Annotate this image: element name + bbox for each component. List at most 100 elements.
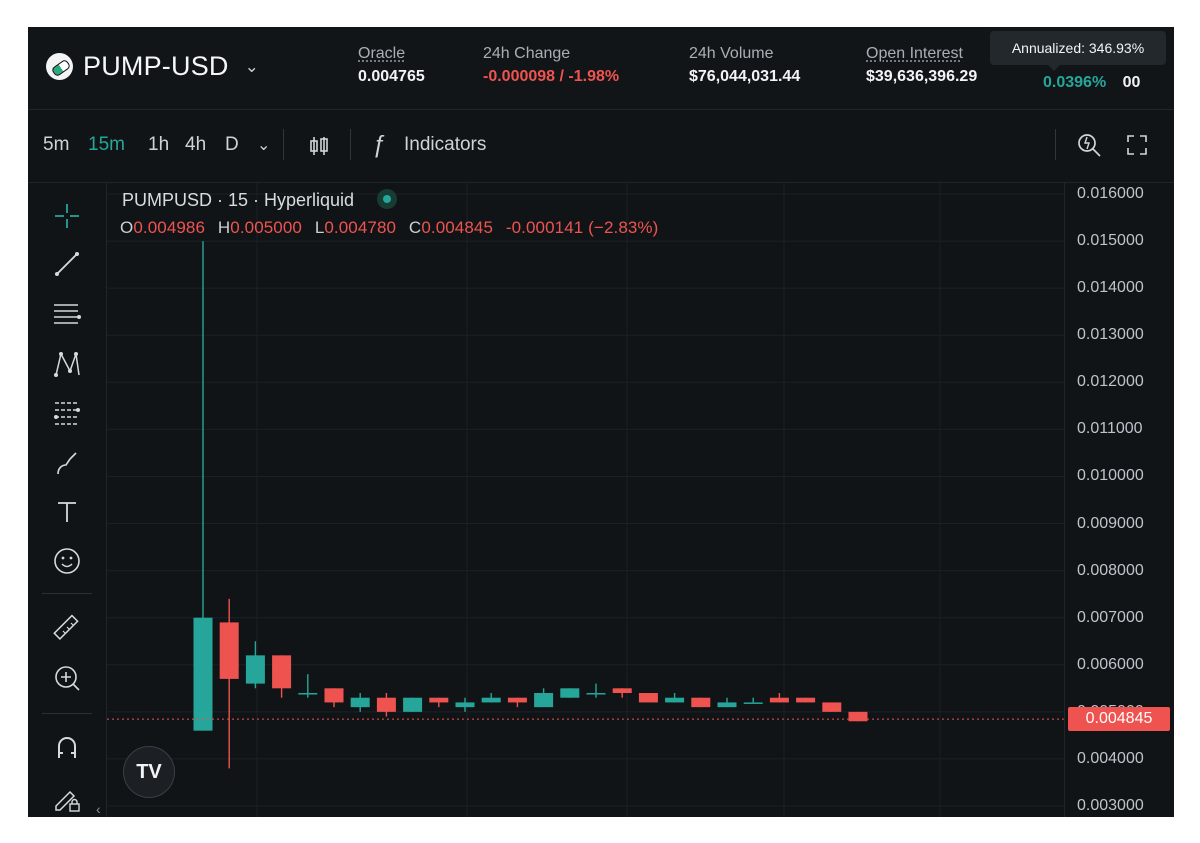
volume-value: $76,044,031.44 (689, 68, 801, 85)
market-header: PUMP-USD ⌄ Oracle 0.004765 24h Change -0… (28, 27, 1174, 110)
zoom-in-icon[interactable] (48, 659, 86, 697)
high-label: H (217, 218, 231, 237)
funding-rate-value: 0.0396% (1043, 74, 1107, 91)
down-candle (848, 711, 868, 722)
price-tick-label: 0.011000 (1077, 420, 1143, 438)
price-tick-label: 0.006000 (1077, 655, 1144, 673)
fx-icon[interactable]: ƒ (372, 131, 386, 158)
up-candle (586, 693, 606, 695)
live-status-dot (377, 189, 398, 210)
down-candle (796, 697, 816, 703)
down-candle (219, 622, 239, 679)
up-candle (298, 693, 318, 695)
down-candle (769, 697, 789, 703)
price-tick-label: 0.008000 (1077, 561, 1144, 579)
down-candle (612, 688, 632, 694)
text-icon[interactable] (48, 493, 86, 531)
chart-canvas[interactable] (107, 183, 1064, 817)
price-tick-label: 0.009000 (1077, 514, 1144, 532)
up-candle (665, 697, 685, 703)
funding-countdown: 00 (1122, 74, 1141, 91)
horizontal-lines-icon[interactable] (48, 295, 86, 333)
timeframe-d[interactable]: D (225, 134, 239, 155)
market-name: PUMP-USD (83, 51, 229, 81)
price-tick-label: 0.016000 (1077, 185, 1144, 202)
timeframe-15m[interactable]: 15m (88, 134, 125, 155)
down-candle (324, 688, 344, 703)
low-value: 0.004780 (324, 218, 397, 237)
up-candle (245, 655, 265, 684)
tool-divider (42, 593, 92, 594)
price-tick-label: 0.013000 (1077, 326, 1144, 344)
collapse-chevron-icon[interactable]: ‹ (96, 801, 101, 817)
oracle-stat: Oracle 0.004765 (358, 44, 425, 90)
fullscreen-icon[interactable] (1125, 133, 1149, 162)
down-candle (272, 655, 292, 689)
trendline-icon[interactable] (48, 245, 86, 283)
close-label: C (408, 218, 422, 237)
down-candle (507, 697, 527, 703)
magnet-icon[interactable] (48, 728, 86, 766)
oracle-value: 0.004765 (358, 68, 425, 85)
fib-levels-icon[interactable] (48, 394, 86, 432)
oracle-label: Oracle (358, 45, 406, 62)
close-value: 0.004845 (421, 218, 494, 237)
drawing-toolbar (28, 183, 107, 817)
open-interest-label: Open Interest (866, 45, 963, 62)
candles-icon[interactable] (307, 134, 331, 163)
low-label: L (314, 218, 325, 237)
up-candle (560, 688, 580, 698)
down-candle (429, 697, 449, 703)
open-value: 0.004986 (133, 218, 206, 237)
toolbar-divider (350, 129, 351, 160)
down-candle (691, 697, 711, 708)
price-tick-label: 0.007000 (1077, 608, 1144, 626)
pattern-icon[interactable] (48, 345, 86, 383)
crosshair-icon[interactable] (48, 197, 86, 235)
up-candle (193, 617, 213, 731)
timeframe-4h[interactable]: 4h (185, 134, 207, 155)
price-tick-label: 0.014000 (1077, 279, 1144, 297)
lock-pencil-icon[interactable] (48, 779, 86, 817)
down-candle (638, 693, 658, 703)
funding-rate: 0.0396% 00 (1043, 70, 1140, 96)
tool-divider (42, 713, 92, 714)
price-tick-label: 0.015000 (1077, 232, 1144, 250)
change-value: -0.000098 / -1.98% (483, 68, 620, 85)
up-candle (717, 702, 737, 708)
up-candle (743, 702, 763, 704)
chart-legend: PUMPUSD · 15 · Hyperliquid (122, 189, 398, 211)
timeframe-chevron-down-icon[interactable]: ⌄ (257, 137, 271, 154)
open-interest-stat: Open Interest $39,636,396.29 (866, 44, 977, 90)
emoji-icon[interactable] (48, 542, 86, 580)
up-candle (403, 697, 423, 712)
indicators-button[interactable]: Indicators (404, 134, 487, 155)
down-candle (822, 702, 842, 712)
chart-toolbar: 5m 15m 1h 4h D ⌄ ƒ Indicators (28, 110, 1174, 183)
tradingview-logo[interactable]: TV (123, 746, 175, 798)
current-price-badge: 0.004845 (1068, 707, 1170, 732)
search-settings-icon[interactable] (1075, 131, 1103, 164)
timeframe-5m[interactable]: 5m (43, 134, 70, 155)
brush-icon[interactable] (48, 445, 86, 483)
toolbar-divider (283, 129, 284, 160)
pill-logo-icon (46, 53, 73, 80)
change-value: -0.000141 (−2.83%) (505, 218, 659, 237)
open-interest-value: $39,636,396.29 (866, 68, 978, 85)
up-candle (481, 697, 501, 703)
candlestick-chart[interactable] (107, 183, 1064, 817)
volume-stat: 24h Volume $76,044,031.44 (689, 44, 800, 90)
ohlc-readout: O0.004986 H0.005000 L0.004780 C0.004845 … (120, 218, 658, 238)
timeframe-1h[interactable]: 1h (148, 134, 170, 155)
up-candle (534, 693, 554, 708)
annualized-tooltip: Annualized: 346.93% (990, 31, 1166, 71)
down-candle (376, 697, 396, 712)
price-tick-label: 0.004000 (1077, 749, 1144, 767)
ruler-icon[interactable] (48, 610, 86, 648)
market-selector[interactable]: PUMP-USD ⌄ (46, 51, 259, 82)
trading-chart-app: PUMP-USD ⌄ Oracle 0.004765 24h Change -0… (28, 27, 1174, 817)
chevron-down-icon: ⌄ (244, 56, 259, 76)
price-tick-label: 0.010000 (1077, 467, 1144, 485)
high-value: 0.005000 (230, 218, 302, 237)
price-axis[interactable]: 0.016000 0.015000 0.014000 0.013000 0.012000… (1064, 183, 1174, 817)
